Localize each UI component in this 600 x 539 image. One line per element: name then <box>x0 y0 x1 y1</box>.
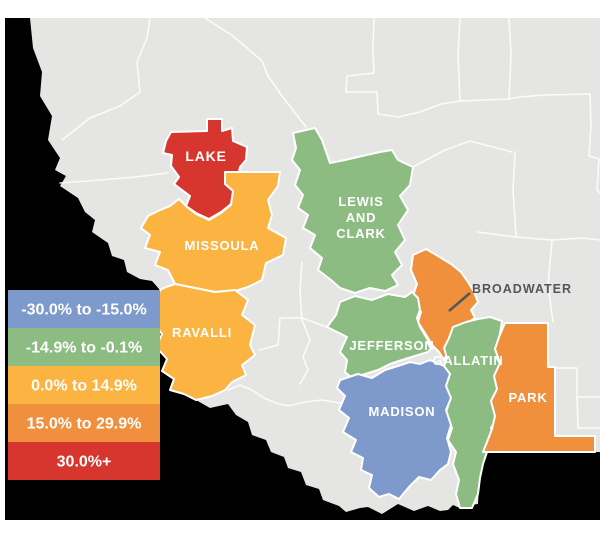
county-park-shape <box>482 322 596 453</box>
legend-label: 0.0% to 14.9% <box>31 378 137 395</box>
shaded-counties <box>140 118 596 509</box>
legend-label: -14.9% to -0.1% <box>26 340 142 357</box>
county-madison-label: MADISON <box>369 404 436 419</box>
county-madison-shape <box>336 359 452 500</box>
county-lewis-and-clark-label-line3: CLARK <box>336 226 386 241</box>
legend-swatch <box>8 442 160 480</box>
legend-swatch <box>8 328 160 366</box>
legend-label: -30.0% to -15.0% <box>21 302 146 319</box>
county-jefferson-shape <box>326 291 433 379</box>
legend: -30.0% to -15.0% -14.9% to -0.1% 0.0% to… <box>8 290 160 480</box>
county-lewis-and-clark-shape <box>291 127 414 294</box>
legend-swatch <box>8 404 160 442</box>
broadwater-callout-line <box>448 292 471 312</box>
county-missoula-label: MISSOULA <box>184 238 259 253</box>
county-lewis-and-clark-label-line1: LEWIS <box>338 194 383 209</box>
county-border-lines <box>59 17 600 429</box>
county-park-label: PARK <box>508 390 547 405</box>
legend-label: 30.0%+ <box>57 454 112 471</box>
county-broadwater-label: BROADWATER <box>472 282 572 296</box>
county-lake-label: LAKE <box>185 148 226 164</box>
county-lewis-and-clark-label-line2: AND <box>346 210 377 225</box>
county-lake-shape <box>162 118 248 220</box>
county-labels: LAKE MISSOULA RAVALLI LEWIS AND CLARK JE… <box>172 148 572 419</box>
county-gallatin-label: GALLATIN <box>432 353 503 368</box>
legend-swatch <box>8 366 160 404</box>
county-jefferson-label: JEFFERSON <box>349 338 434 353</box>
legend-swatch <box>8 290 160 328</box>
county-ravalli-label: RAVALLI <box>172 325 232 340</box>
legend-label: 15.0% to 29.9% <box>27 416 142 433</box>
